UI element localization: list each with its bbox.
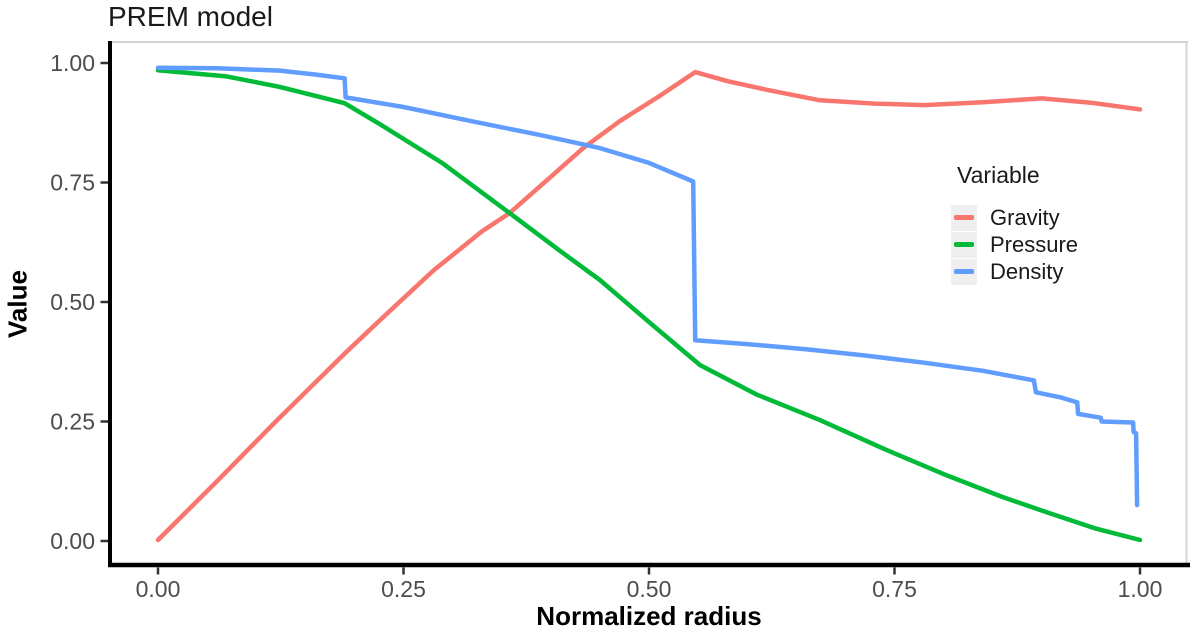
series-line-density — [155, 65, 1140, 508]
legend-item-gravity: Gravity — [951, 204, 1078, 231]
chart-title: PREM model — [108, 1, 273, 32]
series-line-gravity — [155, 69, 1143, 543]
legend-key-pressure — [951, 231, 977, 258]
legend-label-density: Density — [990, 258, 1064, 284]
legend: Variable Gravity Pressure Density — [951, 162, 1078, 285]
legend-label-gravity: Gravity — [990, 204, 1060, 230]
legend-item-pressure: Pressure — [951, 231, 1078, 258]
legend-key-density — [951, 258, 977, 285]
y-tick-label: 0.75 — [50, 170, 95, 196]
series-line-pressure — [155, 67, 1143, 543]
legend-label-pressure: Pressure — [990, 231, 1079, 257]
y-tick-label: 1.00 — [50, 50, 95, 76]
legend-title: Variable — [957, 162, 1040, 188]
x-tick-label: 0.25 — [381, 576, 426, 602]
x-axis-title: Normalized radius — [536, 601, 762, 631]
x-tick-label: 0.00 — [136, 576, 181, 602]
x-tick-label: 1.00 — [1118, 576, 1163, 602]
density-line-swatch — [954, 269, 974, 274]
y-tick-label: 0.00 — [50, 528, 95, 554]
legend-key-gravity — [951, 204, 977, 231]
pressure-line-swatch — [954, 242, 974, 247]
gravity-line-swatch — [954, 215, 974, 220]
y-axis-title: Value — [2, 270, 33, 338]
legend-item-density: Density — [951, 258, 1078, 285]
x-tick-label: 0.50 — [627, 576, 672, 602]
x-tick-label: 0.75 — [872, 576, 917, 602]
y-tick-label: 0.50 — [50, 289, 95, 315]
y-tick-label: 0.25 — [50, 409, 95, 435]
